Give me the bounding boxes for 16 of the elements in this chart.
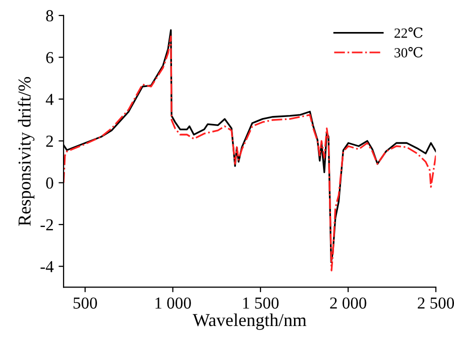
y-tick-label: 8	[46, 10, 54, 22]
y-tick-label: -2	[40, 219, 53, 230]
legend-label: 22℃	[394, 27, 423, 38]
x-tick-label: 500	[74, 297, 97, 309]
y-tick-label: 4	[46, 94, 54, 105]
legend-label: 30℃	[394, 47, 423, 58]
x-tick-label: 1 500	[243, 297, 279, 309]
y-axis-title: Responsivity drift/%	[18, 77, 34, 226]
x-axis-title: Wavelength/nm	[192, 313, 306, 330]
x-tick-label: 2 000	[330, 297, 366, 309]
x-tick-label: 2 500	[418, 297, 454, 309]
x-tick-label: 1 000	[156, 297, 191, 309]
y-tick-label: 6	[46, 52, 54, 64]
y-tick-label: 0	[46, 177, 54, 189]
y-tick-label: -4	[40, 261, 54, 272]
y-tick-label: 2	[46, 136, 53, 147]
